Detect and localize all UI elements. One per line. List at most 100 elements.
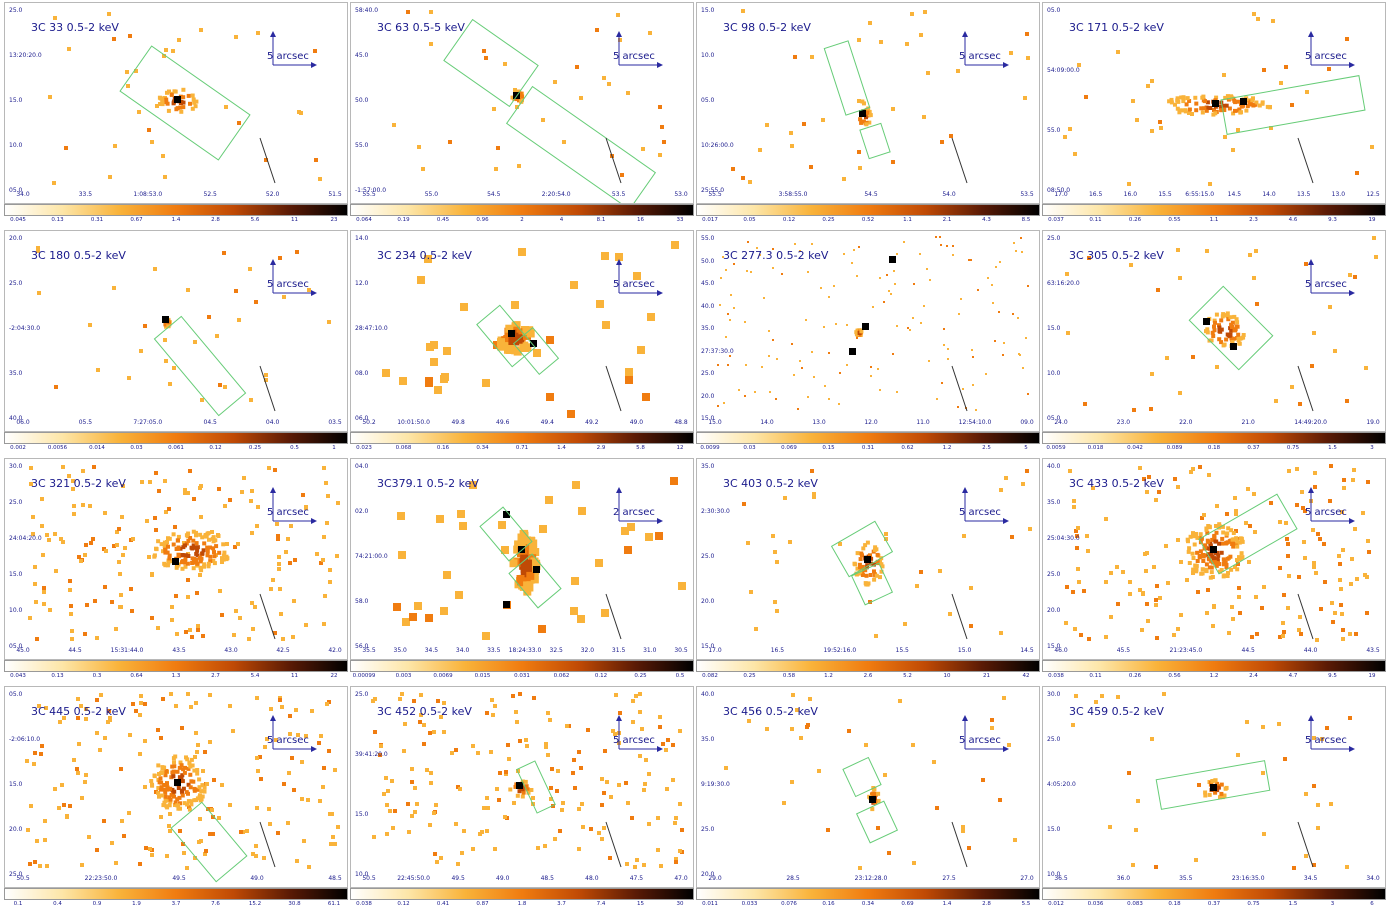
background-pixel (148, 847, 152, 851)
background-pixel (98, 748, 102, 752)
colorbar-tick-label: 0.018 (1087, 445, 1104, 451)
background-pixel (159, 815, 163, 819)
background-pixel (203, 852, 207, 856)
background-pixel (581, 825, 585, 829)
colorbar-tick-label: 1.9 (132, 901, 141, 907)
emission-pixel (176, 786, 181, 790)
background-pixel (118, 605, 122, 609)
east-arrowhead (311, 518, 317, 524)
background-pixel (42, 586, 46, 590)
ra-tick-label: 23:16:35.0 (1231, 875, 1265, 882)
colorbar-tick-label: 12 (676, 445, 684, 451)
background-pixel (25, 759, 29, 763)
dec-tick-label: 20.0 (9, 235, 23, 242)
background-pixel (28, 862, 32, 866)
colorbar-tick-label: 19 (1368, 673, 1376, 679)
emission-pixel (171, 532, 176, 537)
image-frame: 3C 63 0.5-5 keV 5 arcsec 58:40.0 45.0 50.0 55… (350, 2, 694, 204)
colorbar-tick-label: 0.15 (822, 445, 835, 451)
emission-pixel (864, 582, 869, 587)
ra-tick-label: 12.0 (864, 419, 878, 426)
emission-pixel (1214, 563, 1219, 568)
background-pixel (1194, 532, 1198, 536)
background-pixel (277, 555, 281, 559)
background-pixel (1064, 621, 1068, 625)
background-pixel (1084, 95, 1088, 99)
emission-pixel (864, 573, 869, 578)
emission-pixel (1247, 101, 1252, 106)
background-pixel (805, 725, 809, 729)
background-pixel (75, 767, 79, 771)
background-pixel (282, 295, 286, 299)
emission-pixel (878, 575, 882, 580)
emission-pixel (165, 787, 170, 792)
background-pixel (471, 744, 475, 748)
emission-pixel (154, 547, 159, 552)
background-pixel (1149, 407, 1153, 411)
colorbar-tick-label: 1.3 (171, 673, 181, 679)
background-pixel (153, 516, 157, 520)
emission-pixel (865, 110, 870, 115)
colorbar-tick-label: 0.089 (1166, 445, 1183, 451)
emission-pixel (200, 551, 205, 556)
background-pixel (42, 590, 46, 594)
ra-tick-label: 17.0 (1054, 191, 1068, 198)
colorbar-tick-label: 0.002 (10, 445, 26, 451)
ra-tick-label: 33.5 (78, 191, 93, 198)
background-pixel (932, 760, 936, 764)
emission-pixel (1234, 324, 1239, 329)
panel-title: 3C 456 0.5-2 keV (723, 705, 818, 718)
background-pixel (236, 542, 240, 546)
background-pixel (400, 692, 404, 696)
background-pixel (1337, 554, 1341, 558)
background-pixel (898, 699, 902, 703)
emission-pixel (186, 766, 191, 771)
colorbar-tick-label: 0.64 (130, 673, 143, 679)
colorbar-tick-label: 0.042 (1127, 445, 1143, 451)
emission-pixel (1187, 561, 1192, 565)
background-pixel (1339, 587, 1343, 591)
emission-pixel (529, 546, 538, 555)
background-pixel (1200, 516, 1204, 520)
emission-pixel (1175, 106, 1180, 111)
emission-pixel (521, 565, 529, 574)
background-pixel (580, 802, 584, 806)
emission-pixel (532, 559, 541, 568)
background-pixel (1310, 364, 1314, 368)
background-pixel (269, 587, 273, 591)
ra-tick-label: 49.2 (585, 419, 599, 426)
background-pixel (182, 851, 186, 855)
background-pixel (297, 110, 301, 114)
ra-tick-label: 46.0 (1054, 647, 1068, 654)
counts-map (742, 469, 1032, 640)
background-pixel (134, 709, 138, 713)
ra-tick-label: 15.0 (957, 647, 972, 654)
background-pixel (1094, 700, 1098, 704)
background-pixel (1304, 854, 1308, 858)
image-frame: 3C 180 0.5-2 keV 5 arcsec 20.0 25.0 -2:04:30… (4, 230, 348, 432)
colorbar-tick-label: 1.2 (824, 673, 833, 679)
background-pixel (775, 560, 779, 564)
emission-pixel (186, 538, 191, 543)
emission-pixel (1237, 341, 1242, 346)
dec-tick-label: 10.0 (355, 871, 369, 878)
ra-tick-label: 04.0 (265, 419, 280, 426)
emission-pixel (201, 548, 206, 553)
background-pixel (251, 852, 255, 856)
background-pixel (961, 825, 965, 829)
emission-pixel (1221, 557, 1226, 562)
counts-map (48, 12, 322, 185)
panel-title: 3C 234 0.5-2 keV (377, 249, 472, 262)
dec-tick-label: 05.0 (9, 643, 23, 650)
background-pixel (460, 851, 464, 855)
emission-pixel (867, 109, 872, 114)
background-pixel (1145, 490, 1149, 494)
emission-pixel (1208, 543, 1213, 548)
background-pixel (322, 766, 326, 770)
colorbar-tick-label: 0.37 (1247, 445, 1260, 451)
ra-tick-label: 34.0 (1366, 875, 1380, 882)
emission-pixel (1207, 557, 1212, 562)
emission-pixel (519, 99, 524, 104)
background-pixel (1312, 736, 1316, 740)
emission-pixel (1179, 95, 1184, 100)
